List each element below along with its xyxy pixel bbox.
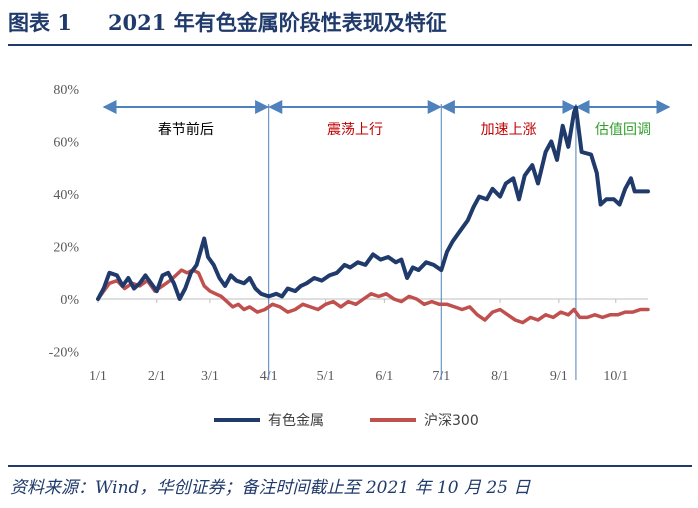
figure-number: 图表 1 [8,10,72,35]
series-line [96,105,650,301]
x-tick-label: 6/1 [375,369,393,384]
x-tick-label: 8/1 [491,369,509,384]
y-tick-label: 40% [53,188,79,203]
y-tick-label: -20% [49,346,80,361]
phase-label: 春节前后 [158,121,214,138]
x-tick-label: 1/1 [89,369,107,384]
y-tick-label: 0% [60,293,79,308]
x-tick-label: 5/1 [317,369,335,384]
x-tick-label: 10/1 [603,369,628,384]
figure-title: 图表 1 2021 年有色金属阶段性表现及特征 [8,2,692,42]
x-tick-label: 2/1 [148,369,166,384]
y-tick-label: 80% [53,83,79,98]
y-tick-label: 60% [53,136,79,151]
legend-label: 有色金属 [268,412,324,429]
title-rule [8,44,692,46]
source-note: 资料来源：Wind，华创证券；备注时间截止至 2021 年 10 月 25 日 [10,477,531,498]
figure-title-text: 2021 年有色金属阶段性表现及特征 [107,10,447,35]
x-tick-label: 3/1 [201,369,219,384]
source-rule [8,465,692,467]
series-line [96,268,650,325]
legend-label: 沪深300 [424,413,479,429]
phase-label: 震荡上行 [327,122,383,138]
y-tick-label: 20% [53,241,79,256]
phase-label: 估值回调 [595,122,651,138]
x-tick-label: 9/1 [550,369,568,384]
phase-label: 加速上涨 [481,122,537,138]
